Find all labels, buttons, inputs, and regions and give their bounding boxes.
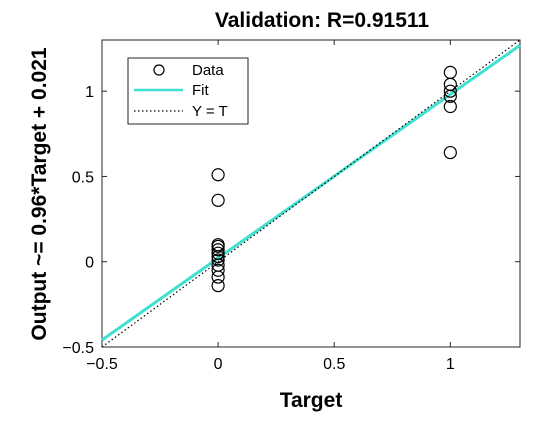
identity-line	[101, 39, 521, 348]
fit-line	[101, 44, 521, 342]
y-tick-label: −0.5	[62, 340, 94, 357]
data-points	[211, 65, 457, 293]
y-tick-label: 0	[85, 255, 94, 272]
data-point	[443, 89, 457, 103]
y-axis-label: Output ~= 0.96*Target + 0.021	[28, 47, 51, 340]
data-point	[211, 250, 225, 264]
legend-data-marker	[153, 64, 165, 76]
data-point	[211, 243, 225, 257]
data-point	[443, 84, 457, 98]
data-point	[211, 168, 225, 182]
data-point	[211, 193, 225, 207]
data-point	[211, 279, 225, 293]
data-point	[211, 239, 225, 253]
legend: Data Fit Y = T	[127, 57, 249, 125]
x-tick-label: 0	[214, 356, 223, 373]
data-point	[211, 270, 225, 284]
chart-title: Validation: R=0.91511	[215, 9, 430, 32]
data-point	[211, 263, 225, 277]
y-tick-label: 0.5	[72, 169, 94, 186]
legend-fit-label: Fit	[192, 82, 209, 99]
y-tick-label: 1	[85, 84, 94, 101]
series-lines	[101, 39, 521, 348]
legend-yt-label: Y = T	[192, 103, 228, 120]
x-tick-label: 1	[446, 356, 455, 373]
data-point	[211, 253, 225, 267]
legend-data-label: Data	[192, 62, 224, 79]
data-point	[443, 145, 457, 160]
x-axis-label: Target	[280, 389, 343, 412]
data-point	[443, 99, 457, 114]
axis-ticks: −0.5 0 0.5 1 −0.5 0 0.5 1	[62, 40, 520, 373]
x-tick-label: 0.5	[323, 356, 345, 373]
x-tick-label: −0.5	[86, 356, 118, 373]
